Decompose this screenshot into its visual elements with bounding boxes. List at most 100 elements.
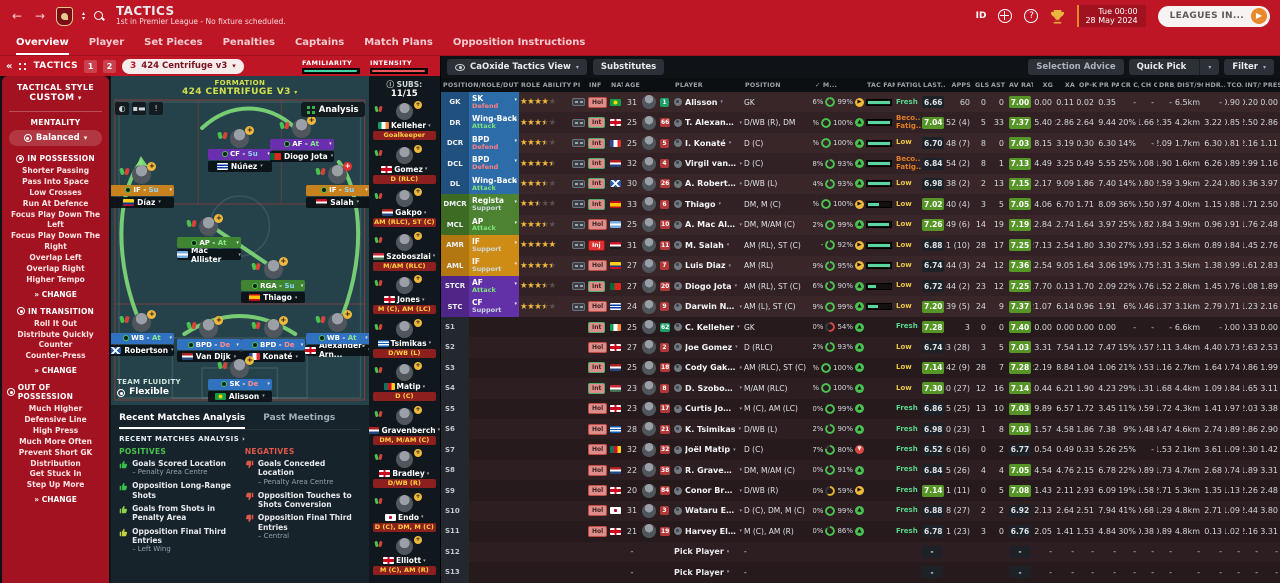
role-duty-dropdown[interactable]: BPD Defend ▾ (469, 153, 519, 174)
pitch-player-diogo-jota[interactable]: + AF - At ▾ Diogo Jota ▾ (269, 115, 334, 162)
player-name-dropdown[interactable]: Van Dijk ▾ (176, 351, 241, 363)
column-header-tco[interactable]: TCO... (1227, 81, 1243, 89)
player-dropdown[interactable]: Pick Player ▾ (674, 567, 730, 577)
sub-name-dropdown[interactable]: Jones ▾ (384, 295, 424, 304)
role-dropdown[interactable]: RGA - Su ▾ (241, 280, 306, 292)
column-header-nat[interactable]: NAT (611, 81, 623, 89)
pitch-player-mac-allister[interactable]: + AP - At ▾ Mac Allister ▾ (176, 214, 241, 264)
injury-icon[interactable]: + (343, 161, 353, 171)
sub-name-dropdown[interactable]: Endo ▾ (385, 513, 424, 522)
sub-card-jones[interactable]: + Jones ▾ M (C), AM (LC) (372, 275, 436, 321)
column-header-cr-c-a[interactable]: CR C/A (1121, 81, 1139, 89)
table-row-cody-gakpo[interactable]: S3 Int 25 18 Cody Gakpo ▾ AM (RLC), ST (C… (441, 357, 1280, 379)
column-header-xg[interactable]: XG (1042, 81, 1053, 89)
column-header-position[interactable]: POSITION (745, 81, 781, 89)
role-dropdown[interactable]: IF - Su ▾ (305, 184, 369, 196)
role-duty-dropdown[interactable]: BPD Defend ▾ (469, 132, 519, 154)
column-header-age[interactable]: AGE (625, 81, 640, 89)
table-row-curtis-jones[interactable]: S5 Hol 23 17 Curtis Jones ▾ M (C), AM (LC… (441, 398, 1280, 419)
substitutes-button[interactable]: Substitutes (592, 59, 665, 75)
table-row-m-salah[interactable]: AMR IF Support ▾ ★ ★ ★ ★ ★ Inj 31 11 M. Salah ▾… (441, 235, 1280, 256)
swap-icon[interactable]: + (278, 257, 288, 267)
sub-card-matip[interactable]: + Matip ▾ D (C) (372, 362, 436, 408)
search-icon[interactable] (94, 10, 105, 22)
swap-icon[interactable]: + (414, 318, 422, 327)
nav-tab-captains[interactable]: Captains (294, 37, 345, 48)
forward-icon[interactable]: → (34, 9, 46, 23)
nav-tab-overview[interactable]: Overview (16, 32, 69, 55)
player-name-dropdown[interactable]: Alisson ▾ (207, 390, 272, 402)
sub-name-dropdown[interactable]: Matip ▾ (383, 382, 425, 391)
column-header-drb[interactable]: DRB/... (1159, 81, 1175, 89)
formation-dropdown[interactable]: 424 CENTRIFUGE V3 ▾ (181, 87, 298, 97)
player-dropdown[interactable]: Wataru Endo▾ (673, 501, 743, 521)
swap-icon[interactable]: + (307, 115, 317, 125)
table-row-diogo-jota[interactable]: STCR AF Attack ▾ ★ ★ ★ ★ ★ ★ Int 27 20 Diogo Jo… (441, 275, 1280, 297)
player-dropdown[interactable]: Cody Gakpo ▾ (673, 358, 743, 378)
sub-name-dropdown[interactable]: Gomez ▾ (381, 165, 427, 174)
tactic-slot-1[interactable]: 1 (84, 59, 98, 73)
swap-icon[interactable]: + (414, 362, 422, 370)
swap-icon[interactable]: + (414, 449, 422, 457)
swap-icon[interactable]: + (414, 101, 422, 109)
table-row-c-kelleher[interactable]: S1 Int 25 62 C. Kelleher▾ GK 100%54%▲ Fr… (441, 316, 1280, 338)
player-name-dropdown[interactable]: Thiago ▾ (241, 292, 306, 304)
sub-card-gravenberch[interactable]: + Gravenberch ▾ DM, M/AM (C) (368, 405, 440, 452)
trophy-icon[interactable] (1050, 9, 1065, 24)
table-row-joe-gomez[interactable]: S2 Hol 27 2 Joe Gomez▾ D (RLC) 82%93%▲ L… (441, 337, 1280, 358)
column-header-xa[interactable]: XA (1064, 81, 1075, 89)
column-header-role-ability[interactable]: ROLE ABILITY (521, 81, 571, 89)
manager-id-icon[interactable]: ID (975, 11, 987, 21)
pitch-player-salah[interactable]: + IF - Su ▾ Salah ▾ (305, 161, 369, 208)
stats-toggle-icon[interactable]: ▪▬ (132, 102, 147, 115)
player-dropdown[interactable]: Virgil van Dijk▾ (673, 153, 743, 173)
alerts-toggle-icon[interactable]: ! (149, 102, 164, 115)
swap-icon[interactable]: + (245, 125, 255, 135)
player-name-dropdown[interactable]: Robertson ▾ (111, 344, 174, 356)
player-name-dropdown[interactable]: Mac Allister ▾ (176, 246, 241, 264)
table-row-d-szoboszlai[interactable]: S4 Int 23 8 D. Szoboszlai▾ M/AM (RLC) 77… (441, 378, 1280, 399)
swap-icon[interactable]: + (214, 316, 224, 326)
pitch-player-d-az[interactable]: + IF - Su ▾ Díaz ▾ (111, 161, 174, 208)
player-dropdown[interactable]: A. Mac Allister▾ (673, 215, 743, 235)
role-duty-dropdown[interactable]: Wing-Back Attack ▾ (469, 112, 519, 133)
player-dropdown[interactable]: Joe Gomez ▾ (673, 337, 743, 357)
pitch-player-alisson[interactable]: + SK - De ▾ Alisson ▾ (207, 355, 272, 402)
analysis-tab-recent-matches-analysis[interactable]: Recent Matches Analysis (119, 411, 246, 429)
table-row-thiago[interactable]: DMCR Regista Support ▾ ★ ★ ★ ★ ★ ★ Int 33 6 Thi… (441, 194, 1280, 215)
change-button[interactable]: » CHANGE (34, 289, 77, 299)
table-row-wataru-endo[interactable]: S10 Hol 31 3 Wataru Endo▾ D (C), DM, M (… (441, 500, 1280, 522)
table-row-a-robertson[interactable]: DL Wing-Back Attack ▾ ★ ★ ★ ★ ★ ★ Int 30 26 A. … (441, 173, 1280, 195)
sub-name-dropdown[interactable]: Gravenberch ▾ (368, 426, 440, 435)
player-dropdown[interactable]: Conor Bradley▾ (673, 480, 743, 500)
sub-name-dropdown[interactable]: Szoboszlai ▾ (373, 252, 435, 261)
analysis-header[interactable]: RECENT MATCHES ANALYSIS › (119, 435, 246, 443)
player-name-dropdown[interactable]: Salah ▾ (305, 196, 369, 208)
role-duty-dropdown[interactable]: Wing-Back Attack ▾ (469, 173, 519, 195)
pitch-player-robertson[interactable]: + WB - At ▾ Robertson ▾ (111, 309, 174, 356)
role-duty-dropdown[interactable]: IF Support ▾ (469, 255, 519, 276)
quick-pick-button[interactable]: Quick Pick ▾ (1128, 59, 1220, 75)
player-name-dropdown[interactable]: Alexander-Arn...▾ (304, 341, 369, 359)
sub-card-gomez[interactable]: + Gomez ▾ D (RLC) (372, 144, 436, 191)
swap-icon[interactable]: + (214, 214, 224, 224)
analysis-tab-past-meetings[interactable]: Past Meetings (263, 413, 336, 423)
nav-tab-player[interactable]: Player (88, 37, 125, 48)
player-dropdown[interactable]: Pick Player ▾ (674, 547, 730, 557)
player-dropdown[interactable]: D. Szoboszlai▾ (673, 378, 743, 398)
player-dropdown[interactable]: Thiago ▾ (673, 194, 743, 214)
club-switch-icon[interactable]: ▴ ▾ (82, 10, 86, 22)
selection-advice-button[interactable]: Selection Advice (1028, 59, 1124, 75)
column-header-dist-90[interactable]: DIST/90 (1177, 81, 1203, 89)
column-header-apps[interactable]: APPS (951, 81, 971, 89)
table-row-alisson[interactable]: GK SK Defend ▾ ★ ★ ★ ★ ★ Hol 31 1 Alisson ▾ GK … (441, 92, 1280, 113)
column-header-ast[interactable]: AST (991, 81, 1006, 89)
table-row-luis-diaz[interactable]: AML IF Support ▾ ★ ★ ★ ★ ★ ★ Hol 27 7 Luis Diaz… (441, 255, 1280, 276)
nav-tab-set-pieces[interactable]: Set Pieces (144, 37, 203, 48)
role-dropdown[interactable]: CF - Su ▾ (207, 148, 272, 160)
player-dropdown[interactable]: Alisson ▾ (673, 92, 743, 112)
player-dropdown[interactable]: I. Konaté ▾ (673, 133, 743, 153)
column-header-int-90[interactable]: INT/90 (1245, 81, 1261, 89)
nav-tab-match-plans[interactable]: Match Plans (364, 37, 433, 48)
